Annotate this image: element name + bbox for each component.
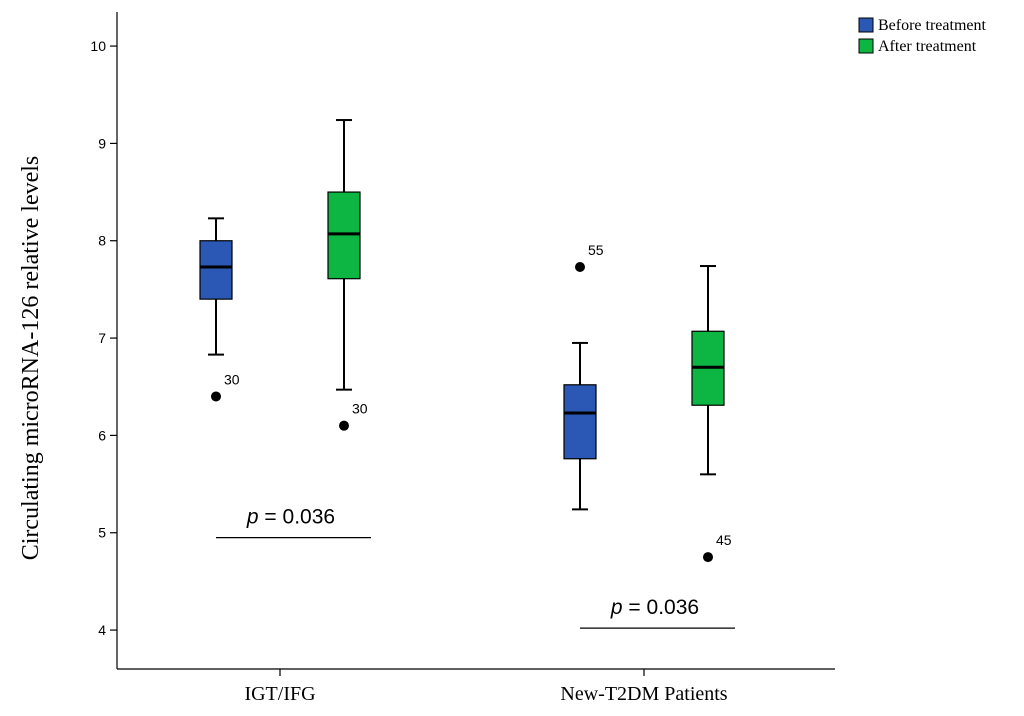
y-ticks: 4 5 6 7 8 9 10 [90,38,117,638]
outlier-point [575,262,585,273]
y-tick-label: 7 [98,330,106,346]
outlier-label: 55 [588,242,604,258]
y-axis-label: Circulating microRNA-126 relative levels [18,156,44,561]
y-tick-label: 5 [98,525,106,541]
p-value-label: p = 0.036 [610,596,699,619]
x-categories: IGT/IFG New-T2DM Patients [244,669,728,705]
legend-swatch-before [858,17,874,33]
x-category-label: New-T2DM Patients [560,683,727,705]
outlier-point [211,391,221,402]
x-category-label: IGT/IFG [244,683,315,705]
legend-swatch-after [858,38,874,54]
legend-label-before: Before treatment [878,17,987,34]
outlier-label: 30 [352,401,368,417]
outlier-group: 30 30 55 45 [211,242,732,563]
iqr-box [199,240,233,300]
y-tick-label: 9 [98,135,106,151]
annotation-group: p = 0.036 p = 0.036 [216,506,735,629]
legend-label-after: After treatment [878,38,977,55]
y-tick-label: 4 [98,622,106,638]
y-tick-label: 10 [90,38,106,54]
box-1-0 [327,119,361,391]
y-tick-label: 6 [98,427,106,443]
box-1-1 [691,265,725,476]
outlier-point [703,552,713,563]
outlier-label: 30 [224,371,240,387]
p-value-label: p = 0.036 [246,506,335,529]
y-tick-label: 8 [98,233,106,249]
outlier-label: 45 [716,532,732,548]
box-0-0 [199,217,233,356]
legend: Before treatment After treatment [858,17,987,55]
iqr-box [563,384,597,460]
box-0-1 [563,341,597,511]
box-group [199,119,725,511]
outlier-point [339,420,349,431]
